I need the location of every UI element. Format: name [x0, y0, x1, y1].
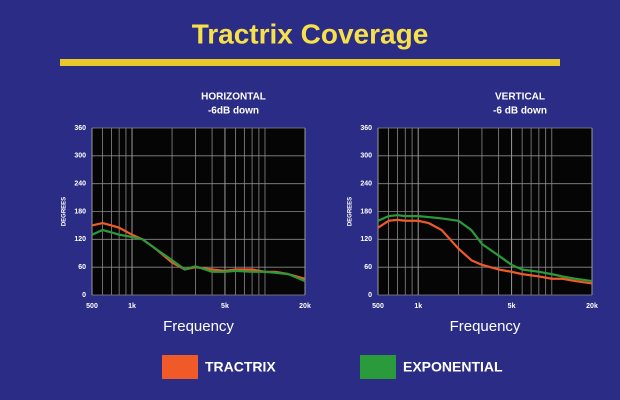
x-tick-label: 1k — [414, 303, 422, 310]
legend-label: EXPONENTIAL — [403, 359, 503, 375]
x-tick-label: 5k — [508, 303, 516, 310]
x-axis-label: Frequency — [163, 318, 234, 335]
slide-title: Tractrix Coverage — [192, 18, 429, 49]
x-tick-label: 500 — [372, 303, 384, 310]
x-tick-label: 20k — [586, 303, 598, 310]
y-tick-label: 120 — [74, 236, 86, 243]
x-tick-label: 500 — [86, 303, 98, 310]
legend-swatch — [162, 355, 198, 379]
chart-title: HORIZONTAL — [201, 92, 266, 103]
data-line — [377, 214, 593, 283]
y-tick-label: 300 — [360, 153, 372, 160]
chart-subtitle: -6 dB down — [493, 106, 547, 117]
y-axis-label: DEGREES — [62, 197, 68, 226]
data-line — [91, 228, 306, 283]
y-tick-label: 180 — [74, 208, 86, 215]
y-tick-label: 180 — [360, 208, 372, 215]
chart-subtitle: -6dB down — [208, 106, 259, 117]
x-tick-label: 1k — [128, 303, 136, 310]
x-axis-label: Frequency — [450, 318, 521, 335]
x-tick-label: 20k — [299, 303, 311, 310]
y-tick-label: 60 — [78, 264, 86, 271]
y-tick-label: 120 — [360, 236, 372, 243]
y-tick-label: 60 — [364, 264, 372, 271]
y-tick-label: 0 — [368, 292, 372, 299]
y-axis-label: DEGREES — [348, 197, 354, 226]
chart-title: VERTICAL — [495, 92, 545, 103]
x-tick-label: 5k — [221, 303, 229, 310]
y-tick-label: 0 — [82, 292, 86, 299]
data-line — [377, 218, 593, 285]
y-tick-label: 300 — [74, 153, 86, 160]
legend-label: TRACTRIX — [205, 359, 276, 375]
title-bar — [60, 59, 560, 66]
y-tick-label: 360 — [360, 125, 372, 132]
y-tick-label: 240 — [74, 181, 86, 188]
y-tick-label: 360 — [74, 125, 86, 132]
legend-swatch — [360, 355, 396, 379]
y-tick-label: 240 — [360, 181, 372, 188]
